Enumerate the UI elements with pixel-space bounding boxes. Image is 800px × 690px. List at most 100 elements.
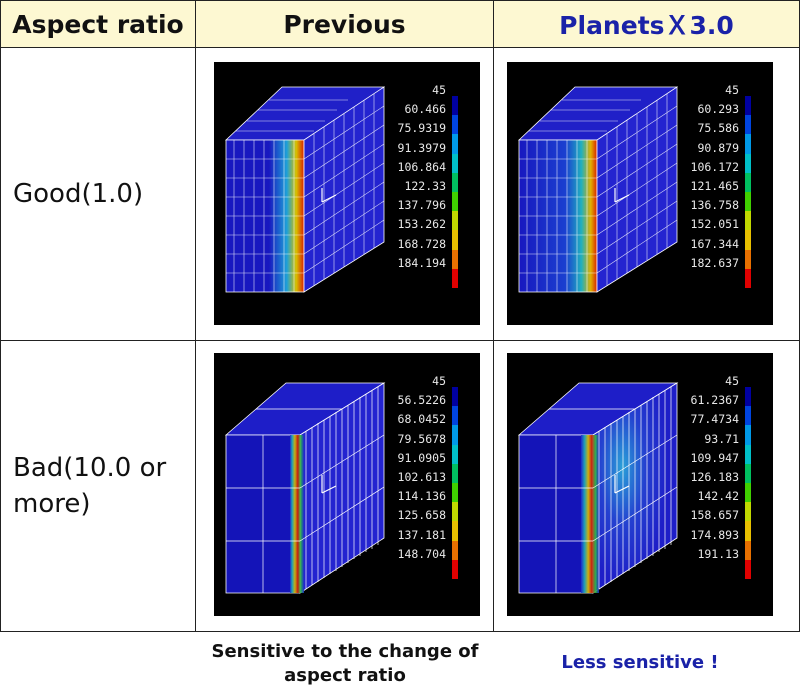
legend-value: 148.704 — [397, 546, 446, 561]
legend-swatch — [452, 425, 458, 445]
legend-swatch — [452, 406, 458, 426]
legend-value: 106.172 — [690, 159, 739, 174]
legend-swatch — [452, 211, 458, 231]
legend-swatch — [452, 559, 458, 579]
legend-value: 45 — [432, 374, 446, 388]
stress-contour-planets-bad — [517, 382, 679, 594]
legend-swatch — [745, 172, 751, 192]
header-aspect-ratio-label: Aspect ratio — [12, 9, 184, 39]
fem-plot-previous-bad: 45 56.5226 68.0452 79.5678 91.0905 102.613 114… — [214, 353, 480, 616]
row-label-good-text: Good(1.0) — [13, 179, 144, 209]
legend-swatch — [745, 249, 751, 269]
legend-value: 182.637 — [690, 255, 739, 270]
legend-swatch — [452, 540, 458, 560]
legend-value: 93.71 — [704, 431, 739, 446]
legend-value: 75.9319 — [397, 121, 446, 136]
legend-swatch — [452, 521, 458, 541]
legend-value: 61.2367 — [690, 393, 739, 408]
legend-value: 109.947 — [690, 450, 739, 465]
legend-swatch — [452, 249, 458, 269]
stress-contour-previous-good — [224, 86, 386, 293]
legend-value: 137.796 — [397, 198, 446, 213]
legend-swatch — [745, 463, 751, 483]
legend-swatch — [745, 406, 751, 426]
legend-value: 122.33 — [404, 179, 446, 193]
color-legend: 45 60.466 75.9319 91.3979 106.864 122.33 137.7… — [214, 62, 480, 325]
stress-contour-previous-bad — [224, 382, 386, 594]
caption-planets: Less sensitive ! — [561, 652, 719, 673]
legend-swatch — [452, 387, 458, 407]
legend-value: 45 — [725, 83, 739, 97]
legend-swatch — [452, 96, 458, 116]
legend-swatch — [745, 425, 751, 445]
legend-swatch — [745, 521, 751, 541]
legend-swatch — [745, 540, 751, 560]
legend-value: 45 — [725, 374, 739, 388]
legend-swatch — [745, 230, 751, 250]
legend-swatch — [745, 211, 751, 231]
legend-swatch — [452, 444, 458, 464]
legend-swatch — [745, 387, 751, 407]
legend-value: 60.293 — [697, 102, 739, 117]
color-legend: 45 60.293 75.586 90.879 106.172 121.465 136.75… — [507, 62, 773, 325]
legend-value: 102.613 — [397, 470, 446, 484]
header-planets-label: PlanetsＸ3.0 — [559, 11, 734, 40]
legend-swatch — [452, 172, 458, 192]
fem-plot-planets-good: 45 60.293 75.586 90.879 106.172 121.465 136.75… — [507, 62, 773, 325]
header-planets: PlanetsＸ3.0 — [493, 0, 800, 48]
fem-plot-planets-bad: 45 61.2367 77.4734 93.71 109.947 126.183 142.4… — [507, 353, 773, 616]
legend-swatch — [745, 444, 751, 464]
legend-value: 91.3979 — [397, 140, 446, 155]
row-label-bad: Bad(10.0 or more) — [0, 340, 196, 632]
legend-value: 191.13 — [697, 546, 739, 561]
legend-swatch — [745, 192, 751, 212]
legend-swatch — [452, 268, 458, 288]
row-label-good: Good(1.0) — [0, 47, 196, 341]
legend-value: 125.658 — [397, 508, 446, 523]
legend-swatch — [745, 483, 751, 503]
legend-value: 126.183 — [690, 470, 739, 484]
legend-swatch — [452, 463, 458, 483]
legend-value: 121.465 — [690, 179, 739, 193]
legend-value: 114.136 — [397, 489, 446, 504]
header-previous: Previous — [195, 0, 494, 48]
stress-contour-planets-good — [517, 86, 679, 293]
legend-swatch — [452, 230, 458, 250]
legend-value: 153.262 — [397, 217, 446, 232]
color-legend: 45 61.2367 77.4734 93.71 109.947 126.183 142.4… — [507, 353, 773, 616]
legend-value: 79.5678 — [397, 431, 446, 446]
legend-value: 158.657 — [690, 508, 739, 523]
caption-previous: Sensitive to the change of aspect ratio — [211, 641, 479, 686]
header-aspect-ratio: Aspect ratio — [0, 0, 196, 48]
legend-swatch — [745, 502, 751, 522]
legend-swatch — [745, 134, 751, 154]
legend-value: 184.194 — [397, 255, 446, 270]
fem-plot-previous-good: 45 60.466 75.9319 91.3979 106.864 122.33 137.7… — [214, 62, 480, 325]
comparison-table: Aspect ratio Previous PlanetsＸ3.0 Good(1… — [0, 0, 800, 632]
legend-value: 174.893 — [690, 527, 739, 542]
legend-value: 142.42 — [697, 489, 739, 504]
legend-swatch — [452, 502, 458, 522]
legend-swatch — [745, 96, 751, 116]
legend-value: 137.181 — [397, 527, 446, 542]
legend-value: 168.728 — [397, 236, 446, 251]
legend-swatch — [452, 192, 458, 212]
color-legend: 45 56.5226 68.0452 79.5678 91.0905 102.613 114… — [214, 353, 480, 616]
legend-value: 90.879 — [697, 140, 739, 155]
legend-value: 60.466 — [404, 102, 446, 117]
legend-swatch — [452, 115, 458, 135]
legend-value: 68.0452 — [397, 412, 446, 427]
legend-swatch — [745, 115, 751, 135]
legend-swatch — [745, 559, 751, 579]
legend-value: 45 — [432, 83, 446, 97]
row-label-bad-text: Bad(10.0 or more) — [13, 453, 167, 519]
legend-swatch — [452, 134, 458, 154]
legend-value: 152.051 — [690, 217, 739, 232]
header-previous-label: Previous — [283, 9, 406, 39]
legend-value: 106.864 — [397, 159, 446, 174]
legend-swatch — [745, 153, 751, 173]
legend-value: 75.586 — [697, 121, 739, 136]
legend-value: 77.4734 — [690, 412, 739, 427]
legend-value: 56.5226 — [397, 393, 446, 408]
legend-value: 136.758 — [690, 198, 739, 213]
